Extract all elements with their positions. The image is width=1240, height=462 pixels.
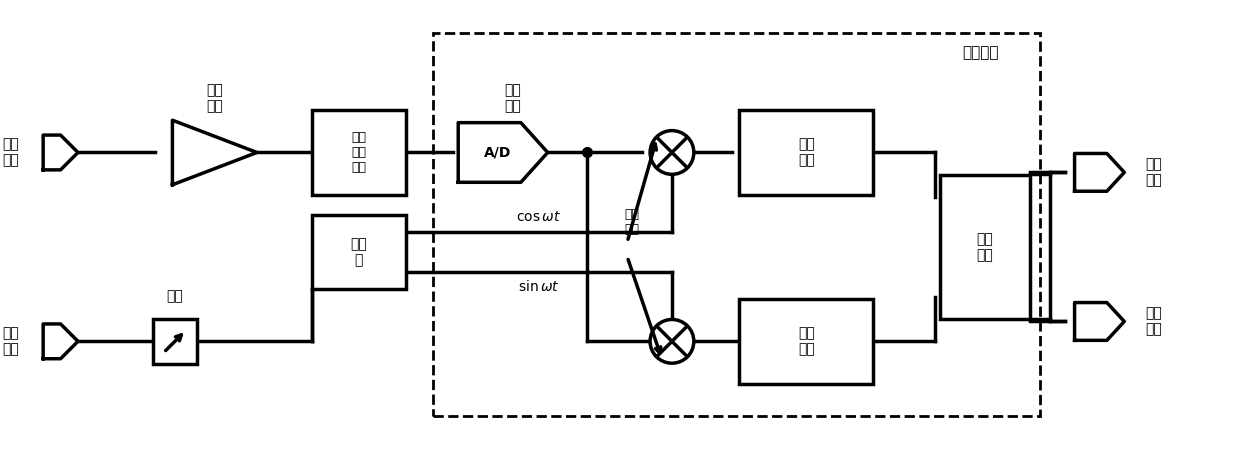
Circle shape: [650, 319, 694, 363]
Text: 数字
乘法: 数字 乘法: [625, 208, 640, 236]
Polygon shape: [43, 324, 78, 359]
Bar: [311, 110, 405, 195]
Bar: [739, 299, 873, 383]
Text: 输入
放大: 输入 放大: [206, 83, 223, 113]
Text: 相移: 相移: [166, 290, 184, 304]
Polygon shape: [1075, 153, 1125, 191]
Bar: [311, 215, 405, 289]
Text: 模数
转换: 模数 转换: [505, 83, 521, 113]
Text: $\sin\omega t$: $\sin\omega t$: [518, 279, 559, 294]
Bar: [433, 33, 1040, 416]
Text: 数字部分: 数字部分: [962, 46, 998, 61]
Text: 查找
表: 查找 表: [351, 237, 367, 267]
Bar: [153, 319, 197, 364]
Bar: [940, 175, 1030, 319]
Text: 信号
输入: 信号 输入: [2, 137, 20, 168]
Text: 相位
输出: 相位 输出: [1146, 306, 1162, 336]
Bar: [739, 110, 873, 195]
Text: A/D: A/D: [485, 146, 512, 159]
Text: 抗混
叠滤
波器: 抗混 叠滤 波器: [351, 131, 366, 174]
Text: 幅值
输出: 幅值 输出: [1146, 157, 1162, 188]
Text: 数字
低通: 数字 低通: [797, 137, 815, 168]
Text: 数字
低通: 数字 低通: [797, 326, 815, 356]
Text: 数字
算法: 数字 算法: [977, 232, 993, 262]
Polygon shape: [172, 120, 257, 185]
Circle shape: [650, 131, 694, 174]
Polygon shape: [459, 122, 548, 182]
Polygon shape: [43, 135, 78, 170]
Text: 参考
输入: 参考 输入: [2, 326, 20, 356]
Text: $\cos\omega t$: $\cos\omega t$: [516, 210, 562, 224]
Polygon shape: [1075, 303, 1125, 340]
